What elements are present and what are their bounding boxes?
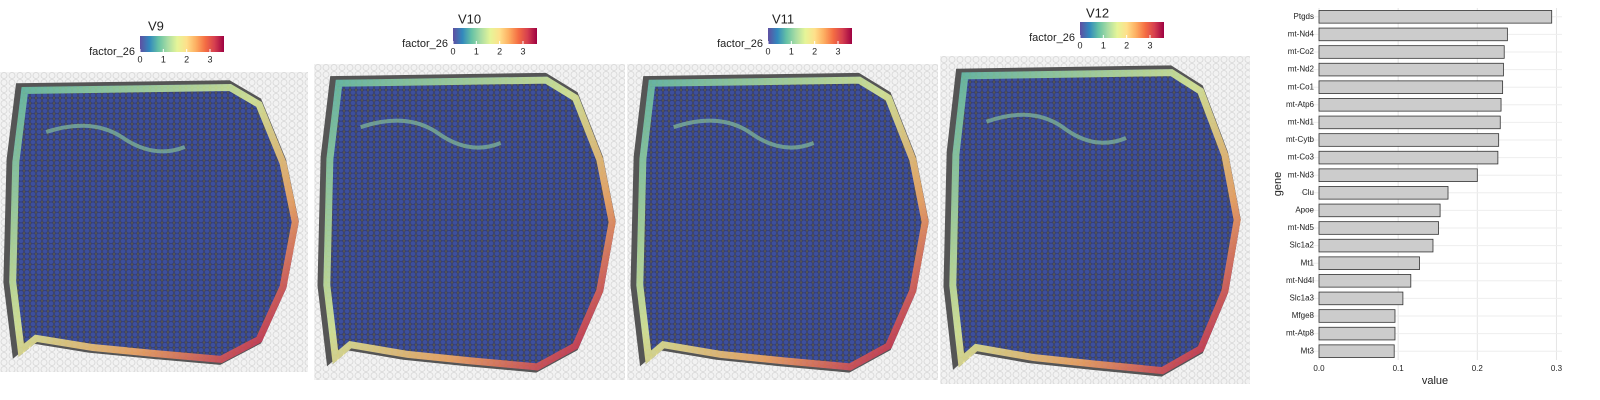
- tissue-spots: [323, 76, 616, 371]
- y-tick-label: Apoe: [1295, 206, 1314, 215]
- panel-title: V9: [148, 18, 164, 33]
- bar: [1318, 186, 1449, 200]
- y-tick-label: Mfge8: [1292, 311, 1315, 320]
- colorbar: [140, 36, 224, 52]
- colorbar-tick-label: 3: [1147, 40, 1152, 50]
- bar: [1318, 256, 1420, 270]
- colorbar-tick-label: 2: [184, 54, 189, 64]
- bar: [1318, 168, 1478, 182]
- colorbar-tick-label: 1: [1101, 40, 1106, 50]
- bar: [1318, 80, 1504, 94]
- y-tick-label: mt-Cytb: [1286, 135, 1315, 144]
- colorbar: [1080, 22, 1164, 38]
- colorbar-tick-label: 1: [474, 46, 479, 56]
- colorbar-tick-label: 2: [812, 46, 817, 56]
- bar: [1318, 238, 1434, 253]
- bar: [1318, 62, 1504, 77]
- colorbar-tick-label: 0: [765, 46, 770, 56]
- y-tick-label: mt-Nd5: [1288, 223, 1315, 232]
- panel-title: V10: [458, 11, 481, 26]
- inner-structure: [360, 118, 502, 150]
- inner-structure: [985, 112, 1127, 145]
- bar: [1318, 203, 1441, 218]
- panel-title: V11: [772, 11, 794, 26]
- legend-title: factor_26: [89, 46, 135, 58]
- plot-panel: [1300, 8, 1562, 360]
- tissue-spots: [636, 76, 929, 371]
- bar: [1318, 344, 1395, 358]
- bar: [1318, 133, 1500, 147]
- y-tick-label: mt-Nd4: [1288, 30, 1315, 39]
- bar: [1318, 326, 1396, 341]
- colorbar-tick-label: 3: [520, 46, 525, 56]
- bar: [1318, 221, 1439, 235]
- y-tick-label: Clu: [1302, 188, 1314, 197]
- y-tick-label: mt-Nd3: [1288, 170, 1315, 179]
- y-tick-label: Ptgds: [1294, 12, 1314, 21]
- bar: [1318, 10, 1553, 24]
- y-tick-label: Mt3: [1301, 346, 1315, 355]
- y-axis-label: gene: [1272, 172, 1284, 196]
- bar: [1318, 309, 1396, 323]
- y-tick-label: Slc1a3: [1290, 294, 1315, 303]
- inner-structure: [673, 118, 815, 150]
- legend-title: factor_26: [717, 38, 763, 50]
- y-tick-label: mt-Atp6: [1286, 100, 1315, 109]
- colorbar-tick-label: 1: [161, 54, 166, 64]
- tissue-rim: [636, 76, 929, 371]
- tissue-spots: [949, 69, 1241, 375]
- bar: [1318, 274, 1412, 288]
- colorbar-tick-label: 2: [497, 46, 502, 56]
- bar: [1318, 98, 1502, 112]
- bar: [1318, 27, 1508, 42]
- legend-title: factor_26: [402, 38, 448, 50]
- y-tick-label: mt-Nd1: [1288, 118, 1315, 127]
- bar: [1318, 150, 1499, 165]
- x-tick-label: 0.2: [1472, 364, 1484, 373]
- spatial-panel: [627, 64, 938, 380]
- bar: [1318, 45, 1505, 59]
- x-tick-label: 0.3: [1551, 364, 1563, 373]
- y-tick-label: mt-Co3: [1288, 153, 1315, 162]
- x-tick-label: 0.0: [1313, 364, 1325, 373]
- colorbar-tick-label: 0: [450, 46, 455, 56]
- colorbar-tick-label: 0: [137, 54, 142, 64]
- colorbar-tick-label: 2: [1124, 40, 1129, 50]
- y-tick-label: Slc1a2: [1290, 241, 1315, 250]
- bar: [1318, 115, 1501, 130]
- y-tick-label: mt-Co2: [1288, 47, 1315, 56]
- y-tick-label: mt-Atp8: [1286, 329, 1315, 338]
- spatial-panel: [0, 72, 308, 372]
- colorbar: [768, 28, 852, 44]
- x-tick-label: 0.1: [1393, 364, 1405, 373]
- bar: [1318, 291, 1404, 306]
- spatial-panel: [314, 64, 625, 380]
- tissue-spots: [9, 84, 299, 363]
- colorbar-tick-label: 3: [207, 54, 212, 64]
- y-tick-label: mt-Nd2: [1288, 65, 1315, 74]
- colorbar: [453, 28, 537, 44]
- y-tick-label: mt-Nd4l: [1286, 276, 1314, 285]
- panel-title: V12: [1086, 5, 1109, 20]
- y-tick-label: mt-Co1: [1288, 82, 1315, 91]
- colorbar-tick-label: 3: [835, 46, 840, 56]
- legend-title: factor_26: [1029, 32, 1075, 44]
- colorbar-tick-label: 0: [1077, 40, 1082, 50]
- x-axis-label: value: [1422, 375, 1448, 387]
- inner-structure: [45, 123, 186, 154]
- spatial-panel: [940, 56, 1250, 384]
- y-tick-label: Mt1: [1301, 258, 1315, 267]
- colorbar-tick-label: 1: [789, 46, 794, 56]
